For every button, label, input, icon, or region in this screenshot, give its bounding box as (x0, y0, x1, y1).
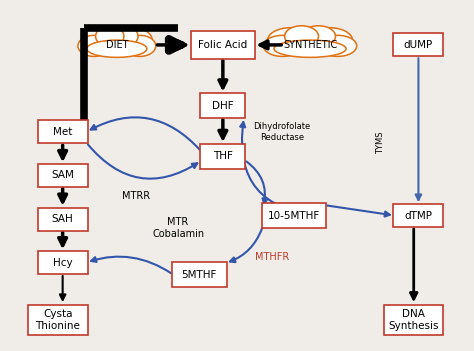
Ellipse shape (87, 40, 147, 57)
Text: DIET: DIET (106, 40, 128, 50)
Ellipse shape (274, 40, 346, 57)
FancyBboxPatch shape (37, 120, 88, 144)
Text: DNA
Synthesis: DNA Synthesis (389, 309, 439, 331)
Text: Folic Acid: Folic Acid (198, 40, 247, 50)
Text: Dihydrofolate
Reductase: Dihydrofolate Reductase (253, 122, 310, 142)
FancyBboxPatch shape (200, 144, 246, 169)
Text: DHF: DHF (212, 101, 234, 111)
FancyBboxPatch shape (200, 93, 246, 118)
FancyBboxPatch shape (37, 207, 88, 231)
Ellipse shape (110, 26, 138, 47)
Ellipse shape (82, 28, 120, 53)
Ellipse shape (124, 35, 156, 57)
Text: SAM: SAM (51, 171, 74, 180)
Text: THF: THF (213, 151, 233, 161)
FancyBboxPatch shape (28, 305, 88, 335)
Text: MTHFR: MTHFR (255, 252, 290, 262)
Text: Hcy: Hcy (53, 258, 73, 267)
Text: Cysta
Thionine: Cysta Thionine (36, 309, 81, 331)
Ellipse shape (306, 28, 353, 53)
Text: Met: Met (53, 127, 73, 137)
Text: 5MTHF: 5MTHF (182, 270, 217, 280)
FancyBboxPatch shape (384, 305, 443, 335)
FancyBboxPatch shape (191, 31, 255, 59)
Text: SAH: SAH (52, 214, 73, 224)
FancyBboxPatch shape (262, 203, 326, 228)
Ellipse shape (96, 26, 124, 47)
Text: 10-5MTHF: 10-5MTHF (267, 211, 319, 220)
Ellipse shape (78, 35, 110, 57)
Ellipse shape (284, 26, 319, 47)
Text: SYNTHETIC: SYNTHETIC (283, 40, 337, 50)
FancyBboxPatch shape (172, 263, 227, 287)
FancyBboxPatch shape (393, 204, 443, 227)
Ellipse shape (301, 26, 336, 47)
Ellipse shape (113, 28, 152, 53)
Text: MTRR: MTRR (122, 191, 150, 201)
Text: MTR
Cobalamin: MTR Cobalamin (152, 217, 204, 239)
Text: dTMP: dTMP (404, 211, 432, 220)
Ellipse shape (268, 28, 314, 53)
Text: dUMP: dUMP (404, 40, 433, 50)
Text: TYMS: TYMS (376, 131, 385, 154)
FancyBboxPatch shape (37, 251, 88, 274)
FancyBboxPatch shape (393, 33, 443, 57)
FancyBboxPatch shape (37, 164, 88, 187)
Ellipse shape (319, 35, 357, 57)
Ellipse shape (82, 30, 152, 57)
Ellipse shape (268, 30, 353, 57)
Ellipse shape (264, 35, 301, 57)
